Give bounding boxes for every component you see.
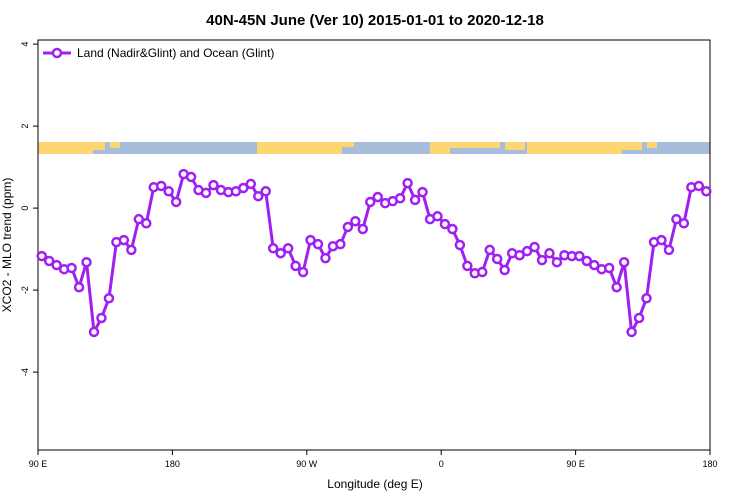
point <box>305 234 316 246</box>
x-axis-label: Longitude (deg E) <box>327 477 422 491</box>
x-tick-label: 180 <box>165 459 180 469</box>
point <box>126 244 137 256</box>
point <box>671 213 682 225</box>
land-ocean-strip <box>38 142 710 154</box>
point <box>447 223 458 235</box>
x-tick-label: 90 E <box>566 459 585 469</box>
point <box>208 179 219 191</box>
point <box>260 186 271 197</box>
point <box>36 250 47 262</box>
y-tick-label: 2 <box>20 124 30 129</box>
point <box>350 215 361 227</box>
point <box>320 252 331 264</box>
point <box>693 180 705 192</box>
x-tick-label: 180 <box>702 459 717 469</box>
point <box>282 243 294 254</box>
point <box>253 190 264 202</box>
point <box>394 193 406 204</box>
point <box>357 223 369 235</box>
point <box>417 186 428 198</box>
point <box>372 191 383 203</box>
point <box>641 293 652 304</box>
legend-label: Land (Nadir&Glint) and Ocean (Glint) <box>77 46 274 60</box>
point <box>133 213 145 225</box>
point <box>297 266 309 278</box>
point <box>141 218 152 229</box>
chart-title: 40N-45N June (Ver 10) 2015-01-01 to 2020… <box>206 12 544 29</box>
point <box>73 281 85 293</box>
point <box>589 259 600 271</box>
point <box>544 247 555 259</box>
point <box>267 243 279 254</box>
point <box>454 239 466 251</box>
point <box>88 326 100 338</box>
point <box>626 326 637 338</box>
y-tick-label: 4 <box>20 42 30 47</box>
point <box>155 180 167 192</box>
point <box>514 250 525 261</box>
point <box>581 255 593 267</box>
point <box>312 238 324 250</box>
point <box>462 260 473 272</box>
point <box>402 177 413 189</box>
point <box>51 259 62 271</box>
point <box>245 178 257 190</box>
point <box>574 250 585 262</box>
point <box>335 238 346 250</box>
point <box>275 247 286 259</box>
point <box>603 262 615 274</box>
point <box>536 254 548 266</box>
point <box>484 244 495 256</box>
point <box>238 182 249 194</box>
plot-frame <box>37 39 711 451</box>
point <box>200 187 212 199</box>
point <box>678 218 690 229</box>
y-tick-label: -2 <box>20 286 30 294</box>
point <box>290 260 301 272</box>
point <box>170 196 182 208</box>
point <box>618 256 630 268</box>
x-tick-label: 90 E <box>29 459 48 469</box>
point <box>701 186 712 197</box>
point <box>365 196 376 208</box>
point <box>43 255 55 267</box>
point <box>439 218 451 230</box>
point <box>529 241 540 253</box>
point <box>96 312 107 324</box>
point <box>103 293 115 304</box>
point <box>551 256 563 268</box>
point <box>81 256 92 268</box>
point <box>185 171 197 183</box>
y-tick-label: -4 <box>20 368 30 376</box>
point <box>521 245 533 257</box>
point <box>432 211 443 222</box>
x-tick-label: 90 W <box>296 459 318 469</box>
point <box>611 281 622 293</box>
y-axis-label: XCO2 - MLO trend (ppm) <box>0 178 14 313</box>
x-tick-label: 0 <box>439 459 444 469</box>
legend-marker <box>51 47 63 59</box>
point <box>342 221 354 233</box>
point <box>66 262 77 274</box>
point <box>409 194 421 206</box>
y-tick-label: 0 <box>20 206 30 211</box>
point <box>118 234 130 246</box>
point <box>656 234 667 246</box>
point <box>163 186 174 197</box>
point <box>499 264 510 276</box>
point <box>663 244 675 256</box>
point <box>491 253 503 265</box>
point <box>633 312 645 324</box>
point <box>477 266 488 278</box>
